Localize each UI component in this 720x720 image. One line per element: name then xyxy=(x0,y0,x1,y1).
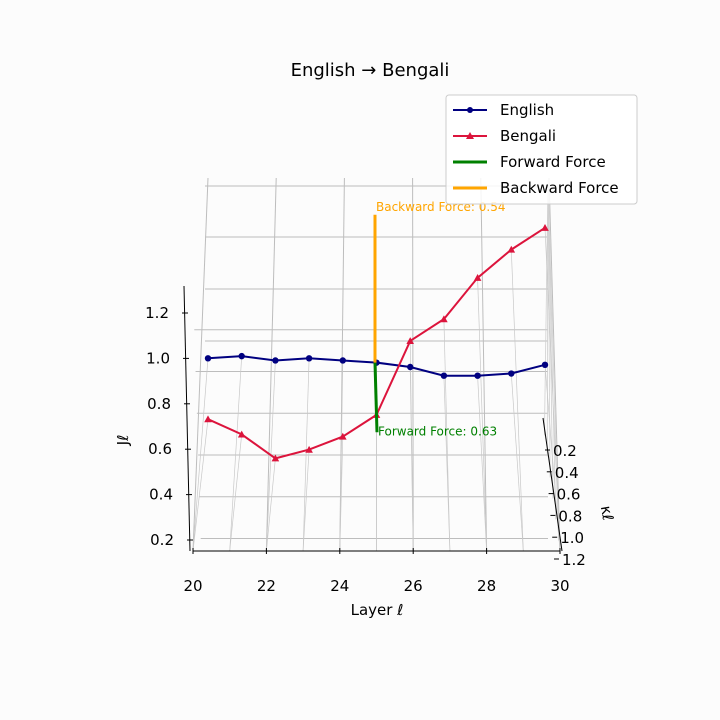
z-tick-label: 1.2 xyxy=(145,304,169,322)
drop-line xyxy=(510,373,524,552)
x-grid-line xyxy=(548,177,561,552)
z-tick-label: 0.4 xyxy=(149,486,173,504)
data-point xyxy=(204,415,212,423)
drop-line xyxy=(339,436,344,552)
axis-lines xyxy=(183,285,563,552)
data-point xyxy=(507,245,516,253)
drop-line xyxy=(544,227,561,552)
x-axis-label: Layer ℓ xyxy=(351,601,404,619)
y-tick-label: 1.0 xyxy=(560,529,584,547)
drop-line xyxy=(302,449,310,552)
force-label-forward: Forward Force: 0.63 xyxy=(378,424,497,438)
data-point xyxy=(440,315,448,323)
data-point xyxy=(272,357,279,364)
z-axis-label: Jℓ xyxy=(114,435,132,447)
y-tick-label: 0.2 xyxy=(553,442,577,460)
x-tick-label: 22 xyxy=(257,577,276,595)
drop-line xyxy=(477,375,487,552)
drop-line xyxy=(477,277,487,552)
chart-title: English → Bengali xyxy=(291,60,450,81)
data-point xyxy=(271,454,280,462)
force-line-forward xyxy=(373,362,379,433)
data-point xyxy=(339,357,346,364)
x-tick-label: 30 xyxy=(550,577,569,595)
y-tick-label: 0.6 xyxy=(557,486,581,504)
x-grid-line xyxy=(265,177,277,552)
y-tick-label: 0.8 xyxy=(558,507,582,525)
drop-line xyxy=(443,319,451,552)
x-grid-line xyxy=(480,177,488,552)
y-grid-line xyxy=(544,179,549,436)
data-point xyxy=(204,355,212,362)
x-grid-line xyxy=(192,177,209,552)
drop-line xyxy=(229,356,243,552)
data-point xyxy=(440,372,448,379)
x-tick-label: 20 xyxy=(183,577,202,595)
drop-line xyxy=(510,249,524,552)
data-point xyxy=(473,274,482,281)
data-point xyxy=(407,363,414,371)
x-grid-line xyxy=(412,177,414,552)
data-point xyxy=(406,337,414,344)
x-tick-label: 24 xyxy=(330,577,349,595)
y-tick-label: 0.4 xyxy=(555,464,579,482)
x-tick-label: 28 xyxy=(477,577,496,595)
data-point xyxy=(474,372,481,379)
drop-line xyxy=(266,458,276,552)
data-point xyxy=(541,361,549,369)
legend: English Bengali Forward Force Backward Forc… xyxy=(445,94,638,205)
drop-line xyxy=(192,419,209,552)
y-axis-line xyxy=(542,417,563,552)
tick-labels: 20 22 24 26 28 30 0.2 0.4 0.6 0.8 1.0 1.2 0.2 0.4 0.6 0… xyxy=(145,304,586,595)
data-point xyxy=(305,355,313,362)
data-point xyxy=(508,370,515,377)
legend-label: Backward Force xyxy=(500,179,619,197)
legend-label: Forward Force xyxy=(500,153,606,171)
data-point xyxy=(541,224,549,231)
y-grid-line xyxy=(546,179,549,457)
legend-frame xyxy=(445,94,638,205)
drop-line xyxy=(302,358,310,552)
drop-line xyxy=(409,340,414,552)
data-point xyxy=(238,352,245,360)
legend-label: English xyxy=(500,101,554,119)
z-tick-label: 0.2 xyxy=(150,531,174,549)
legend-marker xyxy=(466,132,474,139)
z-tick-label: 0.6 xyxy=(148,440,172,458)
legend-marker xyxy=(467,107,473,113)
data-point xyxy=(237,430,246,438)
y-axis-label: κℓ xyxy=(597,504,617,522)
legend-label: Bengali xyxy=(500,127,556,145)
z-tick-label: 0.8 xyxy=(147,395,171,413)
x-tick-label: 26 xyxy=(404,577,423,595)
z-axis-line xyxy=(183,285,191,552)
z-tick-label: 1.0 xyxy=(146,349,170,367)
y-tick-label: 1.2 xyxy=(562,551,586,569)
data-point xyxy=(339,432,347,440)
data-point xyxy=(305,445,313,453)
drop-line xyxy=(229,434,243,552)
drop-line xyxy=(192,358,209,552)
